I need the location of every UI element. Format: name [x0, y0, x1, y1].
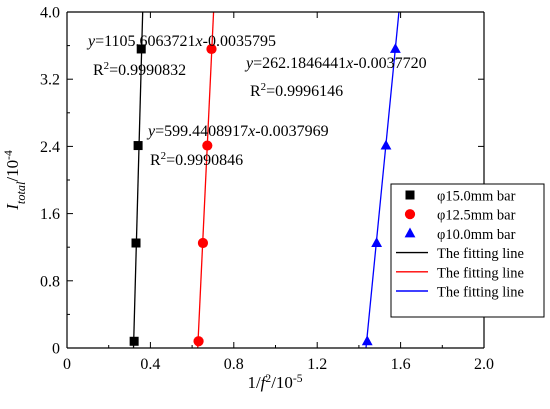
legend: φ15.0mm bar φ12.5mm bar φ10.0mm bar The fit… — [390, 183, 545, 318]
x-tick-label-4: 1.6 — [391, 356, 411, 373]
fit-line-series-3 — [365, 11, 400, 349]
fit-line-series-2 — [197, 11, 215, 349]
fitting-lines — [132, 11, 400, 349]
x-tick-label-3: 1.2 — [307, 356, 327, 373]
data-point-s2-p1 — [193, 336, 204, 347]
data-markers — [129, 43, 401, 347]
x-tick-label-5: 2.0 — [474, 356, 494, 373]
r-squared-2: R2=0.9990846 — [150, 150, 243, 169]
data-point-s3-p3 — [380, 139, 392, 150]
y-tick-label-2: 1.6 — [40, 206, 60, 223]
y-tick-label-3: 2.4 — [40, 139, 60, 156]
x-tick-label-0: 0 — [63, 356, 71, 373]
y-tick-label-5: 4.0 — [40, 5, 60, 22]
data-point-s3-p2 — [371, 237, 383, 247]
data-point-s2-p3 — [202, 140, 213, 151]
y-tick-label-4: 3.2 — [40, 72, 60, 89]
legend-marker-3 — [404, 227, 416, 238]
data-point-s1-p2 — [131, 238, 141, 248]
data-point-s3-p1 — [361, 335, 373, 346]
axes: 0 0.4 0.8 1.2 1.6 2.0 0 0.8 1.6 2.4 3.2 4.0 1/f2/10-… — [2, 5, 495, 393]
fit-equation-1: y=1105.6063721x-0.0035795 — [86, 33, 276, 50]
legend-label-3: φ10.0mm bar — [437, 227, 516, 243]
data-point-s3-p4 — [389, 43, 401, 53]
legend-marker-1 — [405, 190, 415, 200]
r-squared-1: R2=0.9990832 — [93, 60, 186, 79]
legend-label-1: φ15.0mm bar — [437, 189, 516, 205]
legend-box — [390, 183, 545, 318]
fit-equation-3: y=262.1846441x-0.0037720 — [244, 55, 427, 72]
legend-fit-label-2: The fitting line — [437, 265, 524, 281]
data-point-s2-p2 — [197, 237, 209, 249]
legend-fit-label-1: The fitting line — [437, 246, 524, 262]
legend-fit-label-3: The fitting line — [437, 285, 524, 301]
y-tick-label-1: 0.8 — [40, 273, 60, 290]
fit-line-series-1 — [132, 11, 144, 349]
x-axis-label: 1/f2/10-5 — [247, 372, 302, 393]
y-axis-label: Itotal/10-4 — [2, 150, 29, 211]
legend-marker-2 — [404, 209, 416, 220]
data-point-s2-p4 — [206, 43, 217, 55]
data-point-s1-p1 — [129, 336, 139, 346]
data-point-s1-p3 — [133, 141, 143, 151]
x-tick-label-2: 0.8 — [224, 356, 244, 373]
legend-label-2: φ12.5mm bar — [437, 208, 516, 224]
y-tick-label-0: 0 — [52, 341, 60, 358]
r-squared-3: R2=0.9996146 — [250, 81, 343, 100]
x-tick-label-1: 0.4 — [140, 356, 160, 373]
data-point-s1-p4 — [136, 44, 146, 54]
fit-equation-2: y=599.4408917x-0.0037969 — [146, 123, 329, 140]
fit-equations: y=1105.6063721x-0.0035795 R2=0.9990832 y=5… — [86, 33, 427, 169]
